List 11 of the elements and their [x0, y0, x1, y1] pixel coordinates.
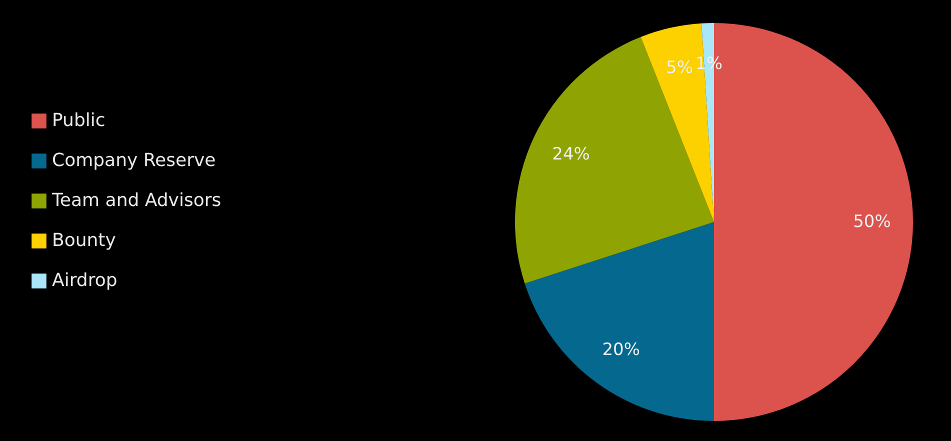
legend-label: Airdrop — [52, 270, 118, 291]
pie-slice — [524, 222, 714, 421]
legend-label: Team and Advisors — [51, 190, 222, 211]
data-label: 24% — [552, 144, 590, 165]
data-label: 50% — [853, 212, 891, 232]
legend-label: Company Reserve — [52, 150, 216, 171]
legend-label: Public — [52, 110, 106, 131]
legend-label: Bounty — [52, 230, 116, 251]
data-label: 20% — [602, 340, 640, 360]
data-label: 5% — [666, 58, 694, 78]
data-label: 1% — [696, 54, 723, 74]
